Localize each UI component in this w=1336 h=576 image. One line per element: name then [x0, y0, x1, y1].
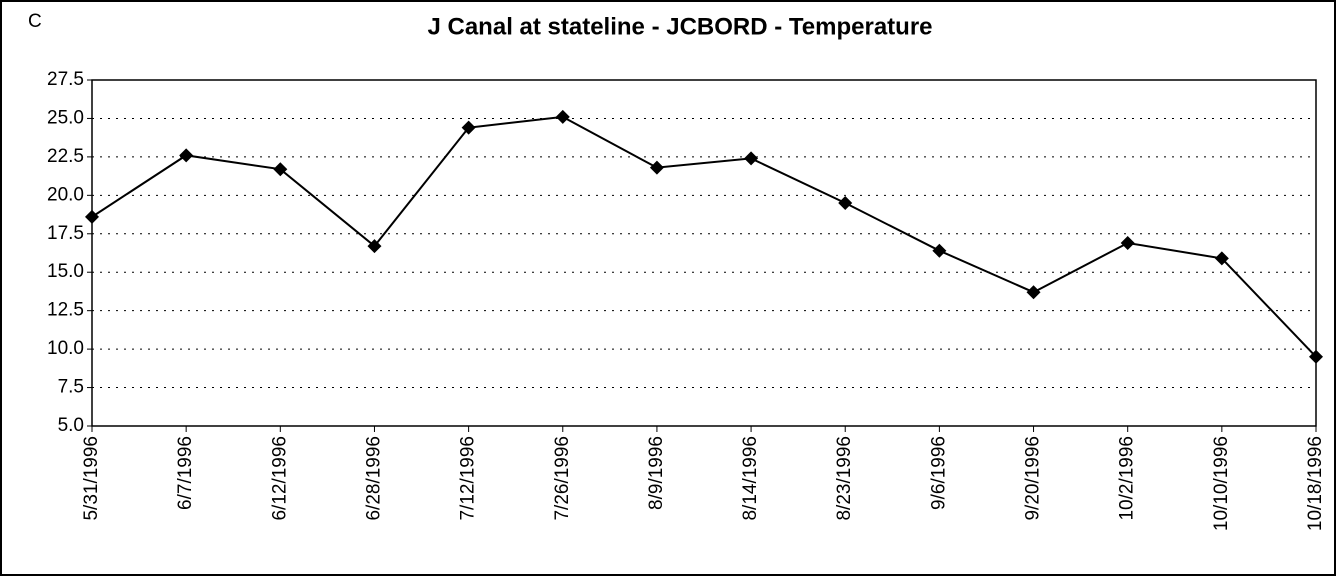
y-tick-label: 22.5	[47, 146, 84, 167]
data-point	[649, 160, 664, 175]
data-point	[85, 209, 99, 224]
y-tick-label: 7.5	[58, 377, 84, 398]
x-tick-label: 8/14/1996	[740, 436, 761, 521]
data-point	[1120, 236, 1135, 251]
data-point	[273, 162, 288, 177]
x-tick-label: 10/10/1996	[1211, 436, 1232, 531]
data-point	[179, 148, 194, 163]
data-point	[932, 243, 947, 258]
series-line	[91, 115, 1317, 358]
data-point	[555, 109, 570, 124]
x-tick-label: 9/20/1996	[1023, 436, 1044, 521]
y-tick-label: 12.5	[47, 300, 84, 321]
x-tick-label: 6/12/1996	[269, 436, 290, 521]
data-point	[838, 196, 853, 211]
y-tick-label: 10.0	[47, 338, 84, 359]
data-point	[367, 239, 382, 254]
x-tick-label: 9/6/1996	[928, 436, 949, 510]
y-tick-label: 27.5	[47, 69, 84, 90]
x-tick-label: 7/26/1996	[552, 436, 573, 521]
y-axis-label: C	[28, 11, 42, 32]
x-tick-label: 7/12/1996	[458, 436, 479, 521]
y-tick-label: 25.0	[47, 107, 84, 128]
data-point	[744, 151, 759, 166]
x-tick-label: 8/9/1996	[646, 436, 667, 510]
y-tick-label: 17.5	[47, 223, 84, 244]
y-tick-label: 15.0	[47, 261, 84, 282]
x-tick-label: 10/2/1996	[1117, 436, 1138, 521]
plot-frame	[91, 79, 1317, 427]
data-point	[1214, 251, 1229, 266]
chart-title: J Canal at stateline - JCBORD - Temperat…	[427, 13, 932, 40]
data-point	[1026, 285, 1041, 300]
data-point	[461, 120, 476, 135]
x-tick-label: 5/31/1996	[81, 436, 102, 521]
x-tick-label: 10/18/1996	[1305, 436, 1326, 531]
x-tick-label: 6/28/1996	[363, 436, 384, 521]
y-tick-label: 20.0	[47, 184, 84, 205]
y-tick-label: 5.0	[58, 415, 84, 436]
x-tick-label: 6/7/1996	[175, 436, 196, 510]
data-point	[1309, 349, 1323, 364]
x-tick-label: 8/23/1996	[834, 436, 855, 521]
